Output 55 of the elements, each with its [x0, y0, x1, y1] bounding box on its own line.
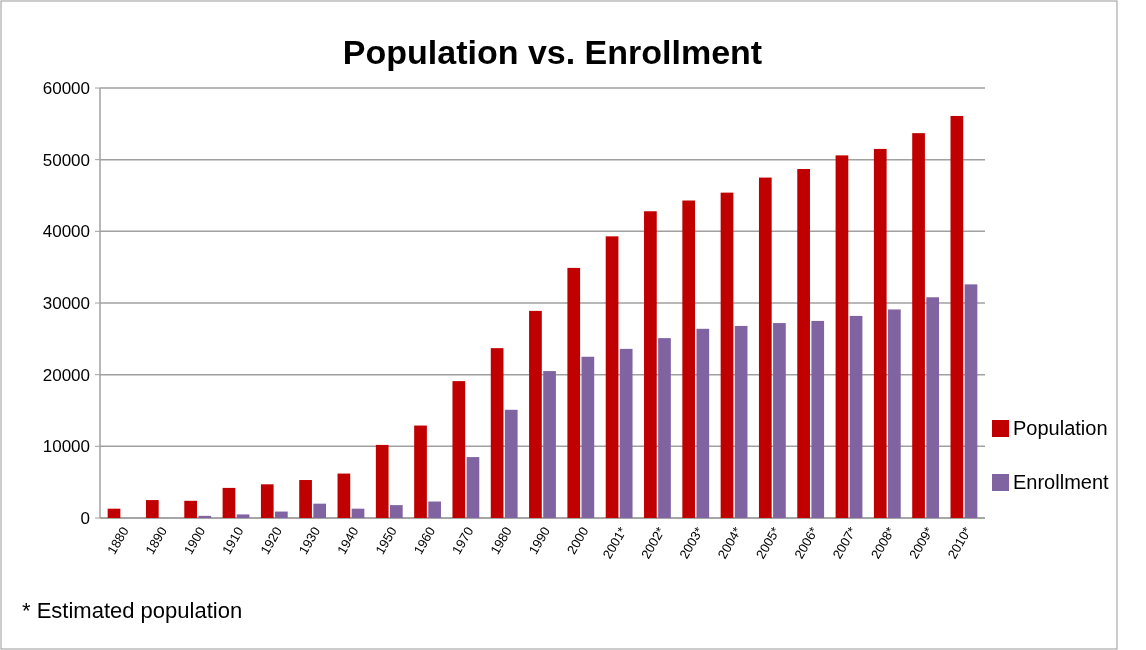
bar [222, 487, 236, 518]
bar [888, 309, 901, 518]
bar [299, 480, 312, 518]
bar [145, 500, 159, 518]
bar [504, 409, 518, 518]
chart-title: Population vs. Enrollment [342, 33, 763, 71]
y-tick-label: 60000 [42, 78, 90, 98]
y-tick-label: 20000 [42, 365, 90, 385]
bar [466, 457, 480, 518]
y-tick-label: 50000 [42, 150, 90, 170]
y-tick-label: 0 [80, 508, 90, 528]
legend-label: Enrollment [1013, 471, 1110, 493]
bar [797, 168, 810, 518]
bar [198, 515, 212, 518]
bar [184, 500, 197, 518]
bar [811, 320, 825, 518]
bar [773, 323, 786, 518]
bar [275, 511, 288, 518]
bar [452, 381, 466, 518]
bar [490, 348, 504, 518]
bar [581, 356, 595, 518]
bar [619, 348, 633, 518]
bar [337, 473, 351, 518]
bar [389, 505, 403, 518]
bar [964, 284, 978, 518]
bar [313, 503, 327, 518]
bar [950, 115, 964, 518]
bar [260, 484, 274, 518]
bar [734, 325, 748, 518]
bar [644, 211, 657, 518]
bar [605, 236, 619, 518]
bar [682, 200, 696, 518]
bar [758, 177, 772, 518]
bar [529, 310, 542, 518]
bar [912, 133, 925, 518]
bar [926, 297, 940, 518]
bar [375, 444, 389, 518]
bar [696, 328, 710, 518]
text: * Estimated population [22, 598, 243, 623]
bar [567, 267, 581, 518]
bar [351, 508, 365, 518]
bar [543, 371, 556, 518]
bar [873, 148, 887, 518]
y-tick-label: 40000 [42, 222, 90, 242]
y-tick-label: 10000 [42, 437, 90, 457]
bar [835, 155, 849, 518]
bar [849, 315, 863, 518]
bar [428, 501, 441, 518]
bar [414, 425, 427, 518]
bar [236, 514, 250, 518]
bar [107, 508, 121, 518]
legend-label: Population [1013, 417, 1108, 439]
bar [658, 338, 671, 518]
y-tick-label: 30000 [42, 293, 90, 313]
bar [720, 192, 734, 518]
